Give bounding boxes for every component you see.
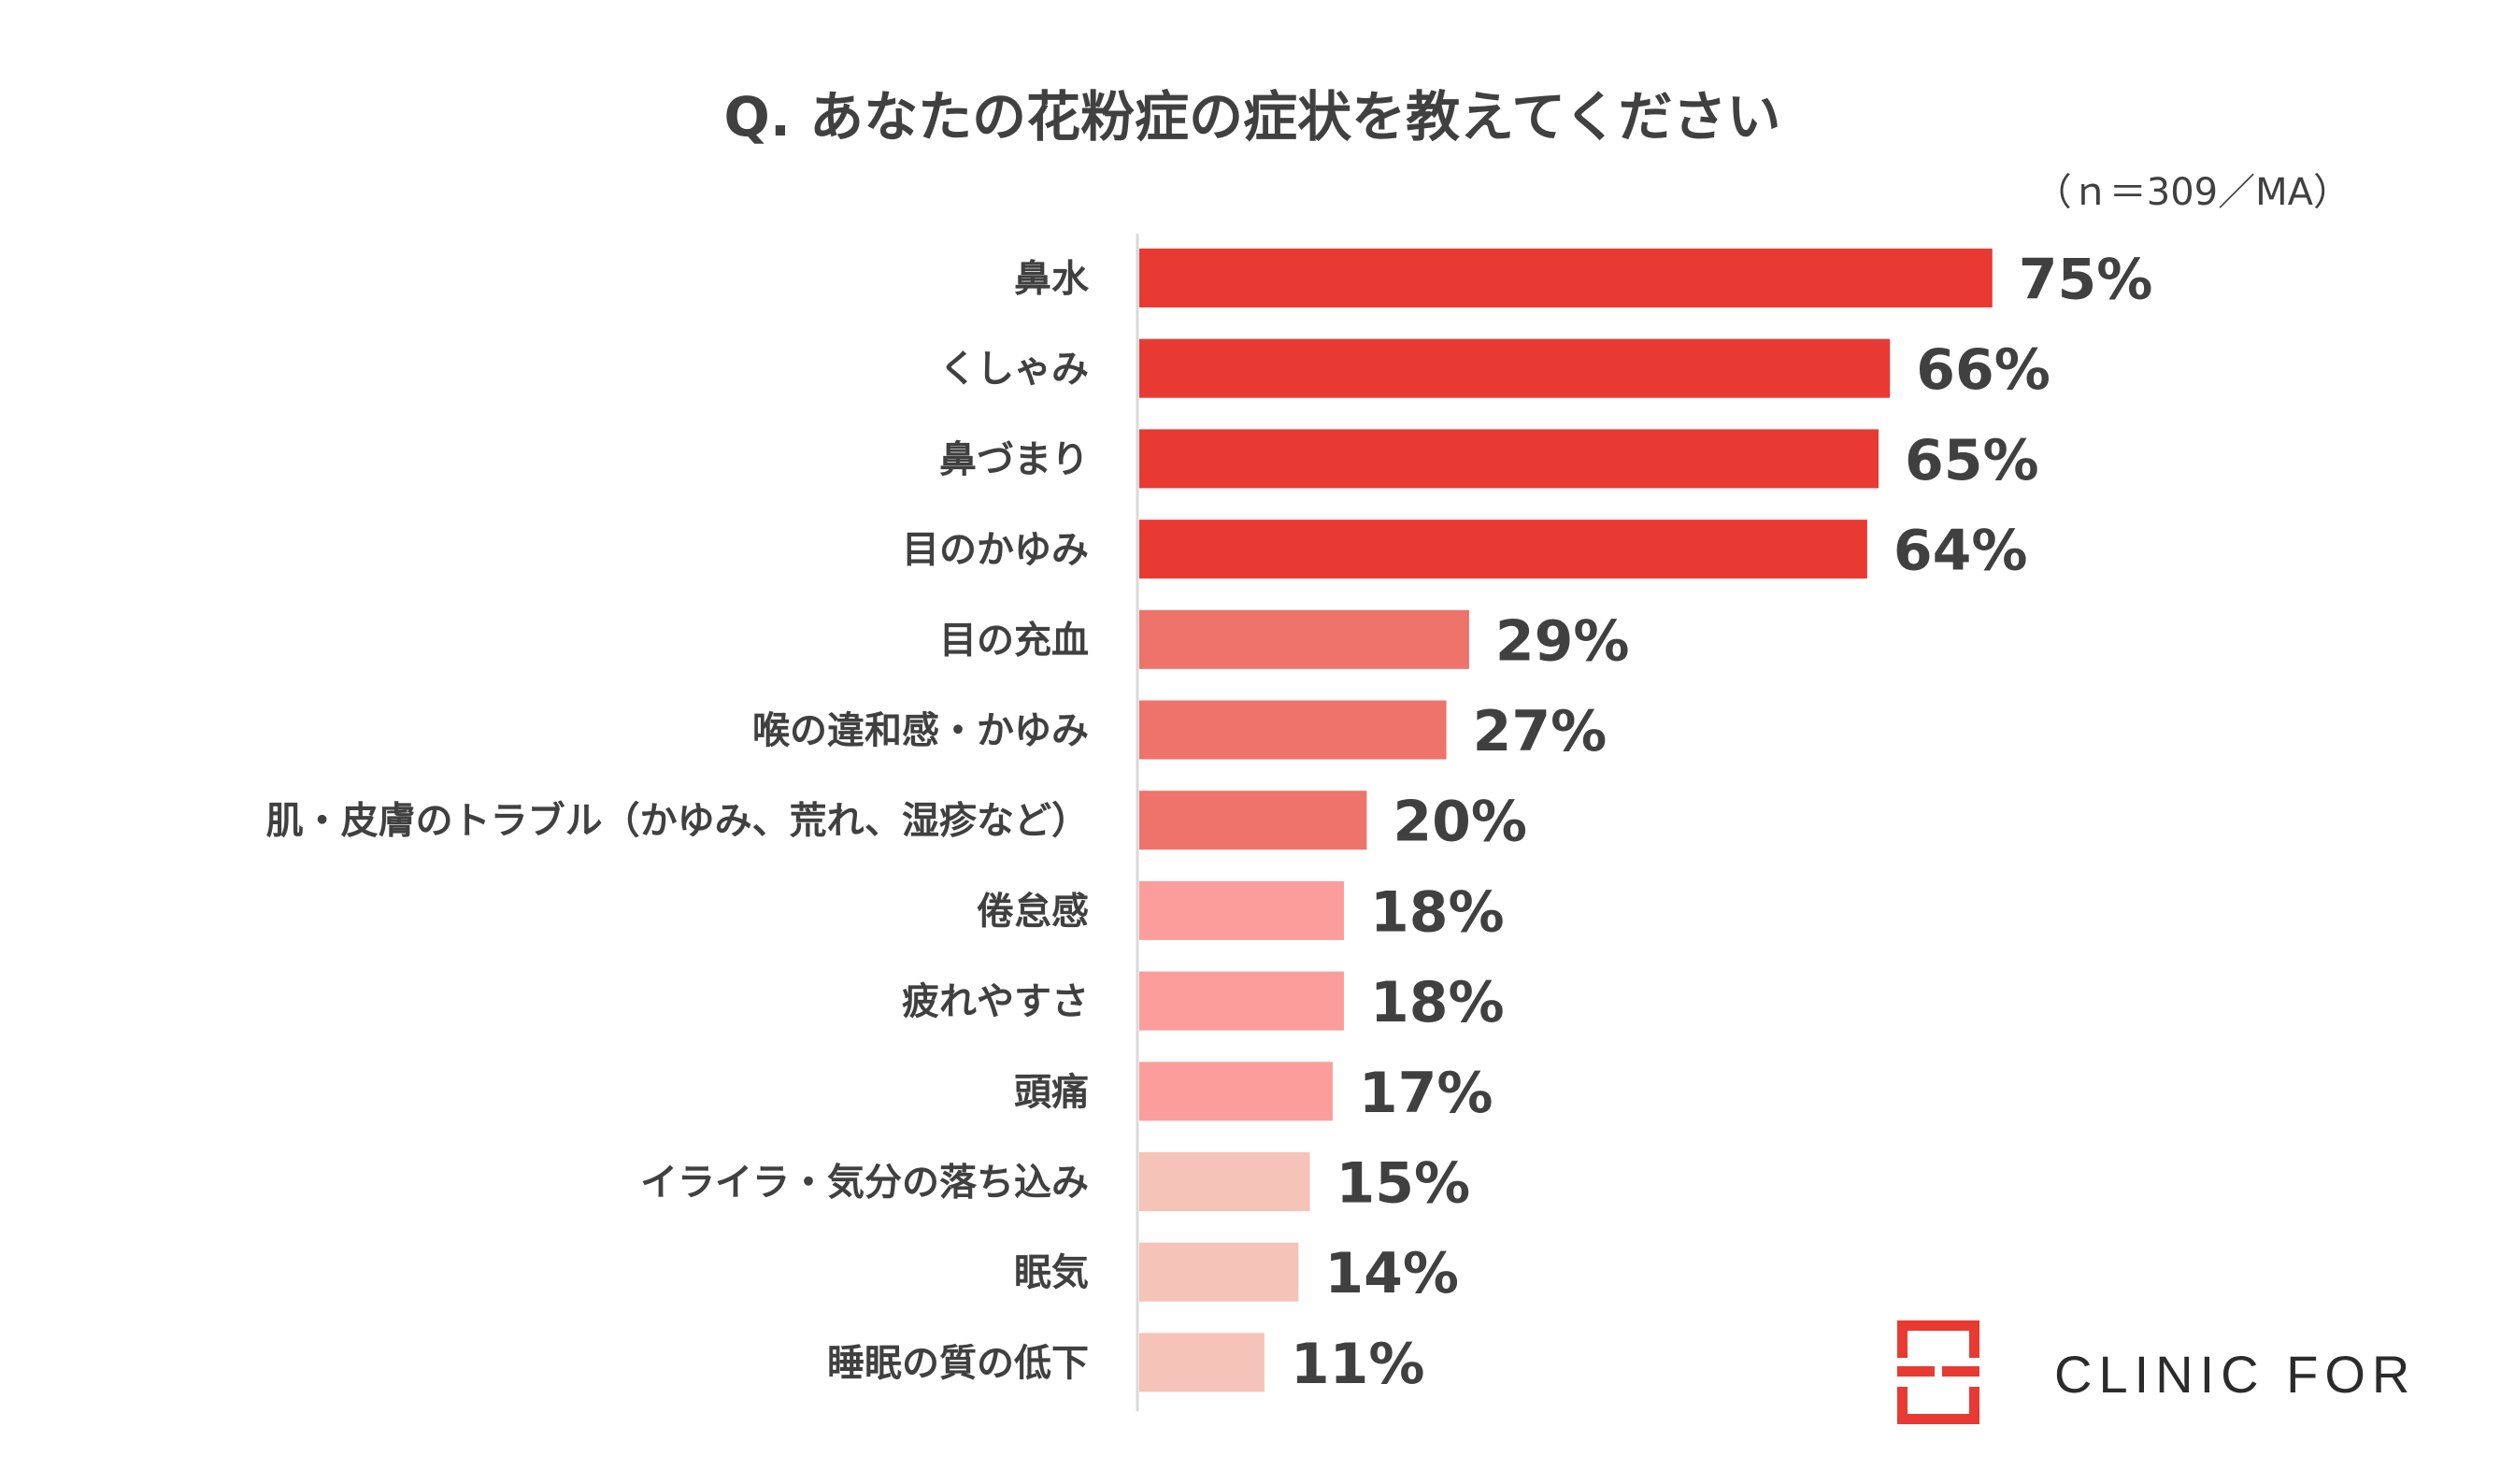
value-label: 18% — [1370, 879, 1505, 945]
category-label: 疲れやすさ — [902, 980, 1089, 1023]
bar — [1139, 1062, 1333, 1121]
bar — [1139, 791, 1367, 850]
category-label: イライラ・気分の落ち込み — [640, 1162, 1089, 1205]
category-label: 目のかゆみ — [902, 529, 1089, 572]
category-label: 頭痛 — [1014, 1071, 1089, 1114]
bar — [1139, 338, 1891, 398]
bar — [1139, 1152, 1310, 1211]
category-label: 肌・皮膚のトラブル（かゆみ、荒れ、湿疹など） — [266, 800, 1089, 843]
bar — [1139, 1333, 1265, 1392]
bar — [1139, 880, 1345, 940]
chart-title: Q. あなたの花粉症の症状を教えてください — [724, 85, 1781, 149]
clinic-logo: CLINIC FOR — [1897, 1320, 2416, 1424]
bar — [1139, 1242, 1299, 1302]
sample-note: （ｎ＝309／MA） — [2035, 171, 2351, 214]
category-label: くしゃみ — [939, 348, 1089, 391]
bar — [1139, 971, 1345, 1031]
category-label: 倦怠感 — [977, 890, 1089, 933]
clinic-cross-logo-icon — [1897, 1320, 1979, 1424]
category-label: 睡眠の質の低下 — [827, 1342, 1089, 1385]
bars-group: 鼻水 75% くしゃみ 66% 鼻づまり 65% 目のかゆみ 64% 目の充血 29% 喉の違和感・… — [266, 248, 2153, 1397]
value-label: 65% — [1905, 428, 2039, 493]
value-label: 75% — [2019, 248, 2153, 313]
bar — [1139, 700, 1447, 760]
value-label: 66% — [1916, 337, 2051, 403]
value-label: 20% — [1393, 790, 1527, 855]
bar — [1139, 520, 1867, 579]
logo-text: CLINIC FOR — [2054, 1345, 2416, 1404]
category-label: 喉の違和感・かゆみ — [752, 709, 1089, 752]
category-label: 眠気 — [1014, 1251, 1089, 1294]
category-label: 鼻水 — [1014, 258, 1090, 301]
category-label: 鼻づまり — [939, 438, 1089, 481]
bar — [1139, 429, 1879, 489]
category-label: 目の充血 — [939, 619, 1089, 662]
value-label: 14% — [1324, 1241, 1459, 1306]
value-label: 27% — [1473, 699, 1608, 764]
value-label: 18% — [1370, 970, 1505, 1035]
value-label: 29% — [1495, 608, 1630, 674]
value-label: 15% — [1336, 1151, 1471, 1217]
bar — [1139, 609, 1469, 669]
value-label: 17% — [1359, 1061, 1493, 1126]
bar — [1139, 249, 1993, 307]
value-label: 64% — [1893, 519, 2028, 584]
value-label: 11% — [1291, 1332, 1425, 1397]
